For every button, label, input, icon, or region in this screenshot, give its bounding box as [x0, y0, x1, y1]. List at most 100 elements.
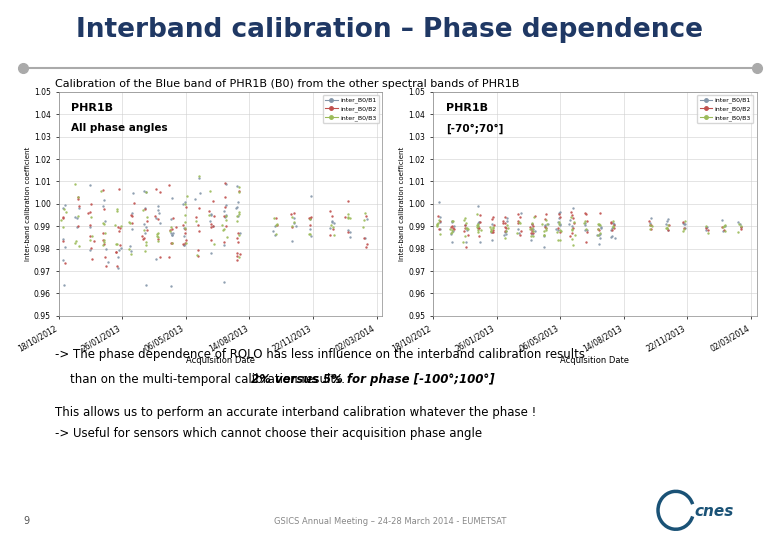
Point [193, 173, 206, 182]
Point [151, 214, 164, 223]
Point [661, 217, 673, 226]
Point [303, 230, 316, 238]
Point [126, 211, 138, 220]
Point [58, 242, 71, 251]
Point [98, 253, 111, 262]
Point [98, 239, 110, 248]
Point [205, 249, 218, 258]
Point [461, 230, 473, 239]
Point [165, 239, 178, 247]
Point [57, 222, 69, 231]
Point [432, 225, 445, 233]
Point [606, 232, 619, 240]
Point [661, 224, 674, 232]
Point [285, 210, 297, 218]
Point [84, 221, 97, 230]
Point [114, 224, 126, 233]
Point [290, 221, 303, 230]
Point [446, 221, 459, 230]
Point [84, 222, 97, 231]
Point [566, 235, 579, 244]
Point [594, 234, 606, 242]
Point [218, 202, 231, 211]
Point [523, 222, 536, 231]
Point [115, 244, 127, 252]
Point [580, 210, 592, 218]
Point [554, 221, 566, 230]
Point [303, 225, 316, 233]
Point [111, 207, 123, 215]
Point [360, 215, 373, 224]
Point [232, 238, 244, 247]
Point [591, 225, 604, 234]
Point [678, 225, 690, 233]
Point [140, 238, 153, 246]
Point [607, 222, 619, 231]
Point [702, 229, 714, 238]
Point [232, 207, 245, 216]
Point [608, 220, 620, 228]
Point [154, 253, 166, 261]
Point [577, 219, 590, 227]
Point [303, 214, 316, 222]
Point [344, 213, 356, 222]
Point [459, 232, 471, 240]
Point [69, 180, 82, 188]
Point [512, 217, 524, 225]
Point [526, 219, 538, 227]
Point [445, 228, 457, 237]
Point [486, 215, 498, 224]
Point [431, 220, 443, 229]
Point [204, 223, 217, 232]
Point [112, 227, 125, 235]
Point [328, 218, 340, 227]
Point [86, 254, 98, 263]
Point [718, 221, 731, 230]
Point [221, 233, 233, 241]
Point [268, 222, 281, 231]
Point [512, 218, 525, 226]
Point [607, 219, 619, 227]
Point [512, 210, 524, 219]
Point [152, 206, 165, 215]
Point [57, 256, 69, 265]
Point [472, 221, 484, 230]
Point [152, 234, 165, 243]
Point [57, 204, 69, 212]
Point [512, 225, 524, 233]
Point [342, 213, 354, 221]
Point [434, 229, 446, 238]
Point [676, 218, 689, 226]
Point [267, 226, 279, 235]
Point [700, 226, 712, 234]
Point [83, 246, 96, 254]
Point [359, 234, 371, 242]
Point [140, 188, 153, 197]
Point [538, 227, 551, 235]
Point [593, 231, 605, 240]
Point [459, 221, 471, 230]
Point [541, 220, 554, 228]
Point [486, 226, 498, 234]
Point [733, 220, 746, 228]
Point [514, 231, 526, 239]
Point [287, 218, 300, 227]
Point [553, 236, 566, 245]
Point [231, 217, 243, 225]
Point [551, 224, 564, 232]
Point [123, 217, 136, 226]
Point [608, 224, 620, 232]
Point [594, 208, 607, 217]
Point [126, 219, 138, 227]
Point [500, 220, 512, 229]
Point [112, 222, 124, 231]
Point [662, 220, 675, 229]
Point [205, 220, 218, 229]
Point [219, 201, 232, 210]
Point [165, 223, 178, 232]
Point [498, 233, 511, 242]
Point [591, 230, 604, 239]
Point [461, 226, 473, 235]
Point [218, 179, 231, 187]
Point [205, 210, 218, 218]
